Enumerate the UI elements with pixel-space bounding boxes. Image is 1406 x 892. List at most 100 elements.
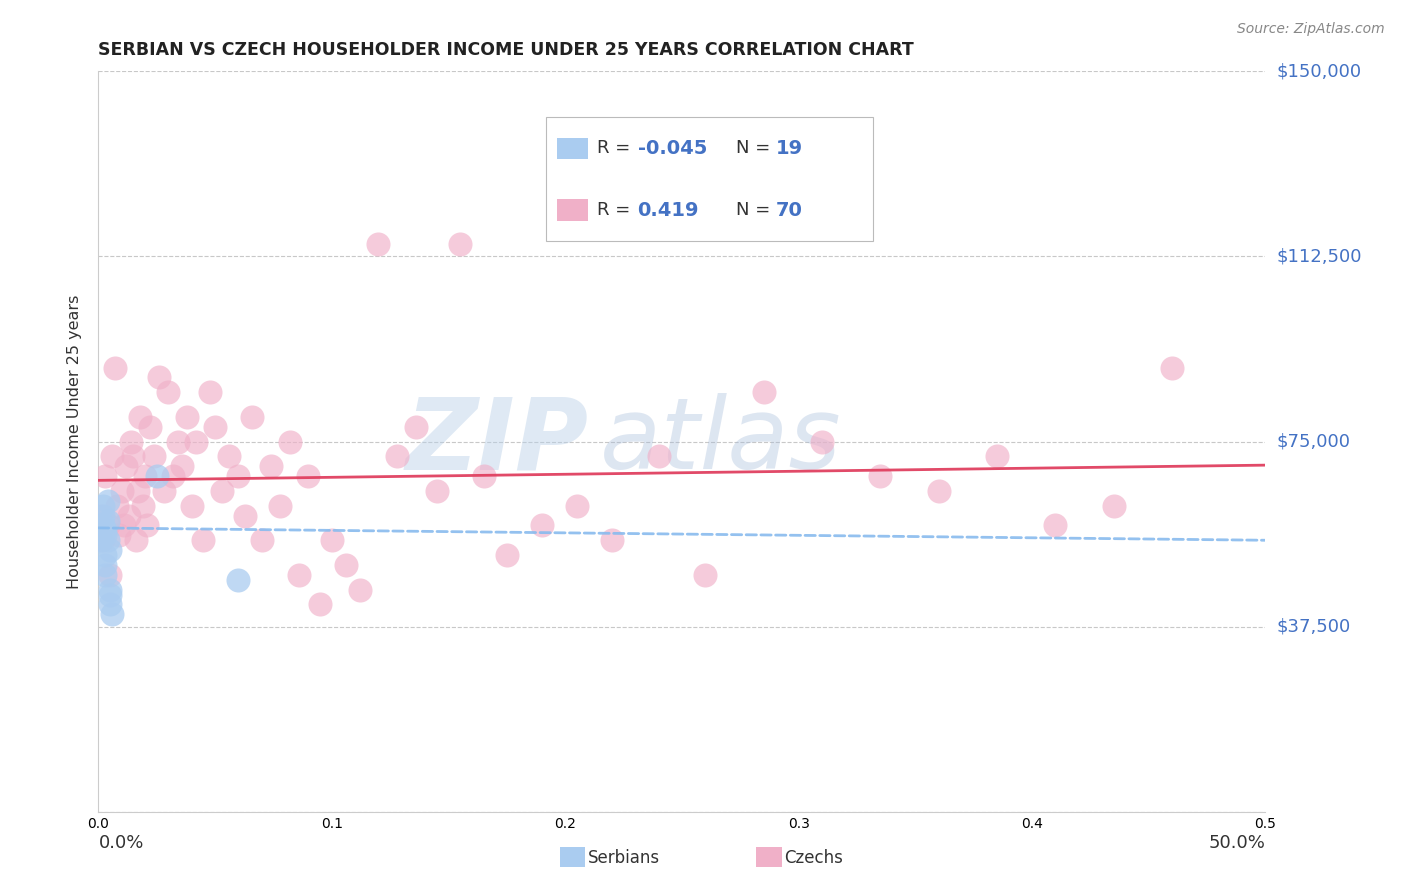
Text: 0.0%: 0.0% [98, 834, 143, 852]
Point [288, 567, 311, 582]
Text: 19: 19 [776, 139, 803, 158]
Point [1161, 360, 1184, 375]
Point [146, 469, 169, 483]
Point [136, 518, 159, 533]
Point [118, 508, 141, 523]
Point [127, 483, 149, 498]
Point [367, 237, 389, 252]
Point [162, 469, 184, 483]
Point [98, 543, 121, 558]
Point [869, 469, 891, 483]
Text: 50.0%: 50.0% [1209, 834, 1265, 852]
Point [91, 533, 114, 548]
Point [97, 518, 120, 533]
Point [91, 508, 114, 523]
Point [129, 409, 152, 424]
Text: $75,000: $75,000 [1277, 433, 1351, 450]
Text: atlas: atlas [600, 393, 842, 490]
Point [112, 518, 135, 533]
Point [269, 499, 291, 513]
Point [695, 567, 717, 582]
Point [90, 508, 112, 523]
Point [309, 598, 332, 612]
Point [90, 533, 112, 548]
Point [94, 548, 117, 562]
Point [98, 588, 121, 602]
Point [97, 493, 120, 508]
Point [193, 533, 215, 548]
Point [242, 409, 264, 424]
Point [186, 434, 208, 449]
Point [101, 450, 124, 464]
Text: R =: R = [596, 139, 636, 157]
Point [157, 385, 180, 400]
Point [108, 528, 131, 542]
Point [405, 419, 427, 434]
Point [335, 558, 357, 572]
Text: Source: ZipAtlas.com: Source: ZipAtlas.com [1237, 22, 1385, 37]
Point [172, 459, 194, 474]
Point [97, 514, 120, 528]
Text: $150,000: $150,000 [1277, 62, 1361, 80]
Point [111, 483, 134, 498]
Text: ZIP: ZIP [405, 393, 589, 490]
Point [98, 582, 121, 597]
Point [986, 450, 1008, 464]
Point [152, 483, 174, 498]
Point [235, 508, 257, 523]
Point [105, 499, 128, 513]
Y-axis label: Householder Income Under 25 years: Householder Income Under 25 years [67, 294, 83, 589]
Point [91, 499, 114, 513]
Point [472, 469, 495, 483]
Point [228, 573, 250, 587]
Text: N =: N = [737, 201, 776, 219]
Text: SERBIAN VS CZECH HOUSEHOLDER INCOME UNDER 25 YEARS CORRELATION CHART: SERBIAN VS CZECH HOUSEHOLDER INCOME UNDE… [98, 41, 914, 59]
Point [200, 385, 222, 400]
Point [132, 499, 155, 513]
Point [218, 450, 240, 464]
Point [250, 533, 273, 548]
Point [278, 434, 301, 449]
Point [204, 419, 226, 434]
Point [349, 582, 371, 597]
Point [565, 499, 588, 513]
Text: $37,500: $37,500 [1277, 617, 1351, 636]
Point [94, 469, 117, 483]
Point [811, 434, 834, 449]
Point [1102, 499, 1125, 513]
Point [297, 469, 319, 483]
Point [139, 419, 162, 434]
Text: Serbians: Serbians [588, 849, 659, 867]
Point [94, 528, 117, 542]
Point [385, 450, 408, 464]
Point [148, 370, 170, 384]
Point [176, 409, 198, 424]
Point [928, 483, 950, 498]
Point [211, 483, 233, 498]
Text: N =: N = [737, 139, 776, 157]
Point [166, 434, 188, 449]
Point [98, 598, 121, 612]
Point [98, 567, 121, 582]
Point [647, 450, 669, 464]
Point [496, 548, 519, 562]
Point [115, 459, 138, 474]
Point [426, 483, 449, 498]
Text: Czechs: Czechs [785, 849, 844, 867]
Point [1045, 518, 1067, 533]
Point [94, 524, 117, 538]
Point [101, 607, 124, 622]
Point [122, 450, 145, 464]
Point [180, 499, 202, 513]
Point [125, 533, 148, 548]
Point [321, 533, 343, 548]
Text: $112,500: $112,500 [1277, 247, 1362, 266]
Point [143, 450, 166, 464]
Point [228, 469, 250, 483]
Point [104, 360, 127, 375]
Point [94, 558, 117, 572]
Text: R =: R = [596, 201, 636, 219]
Point [600, 533, 623, 548]
Point [97, 533, 120, 548]
Text: -0.045: -0.045 [638, 139, 707, 158]
